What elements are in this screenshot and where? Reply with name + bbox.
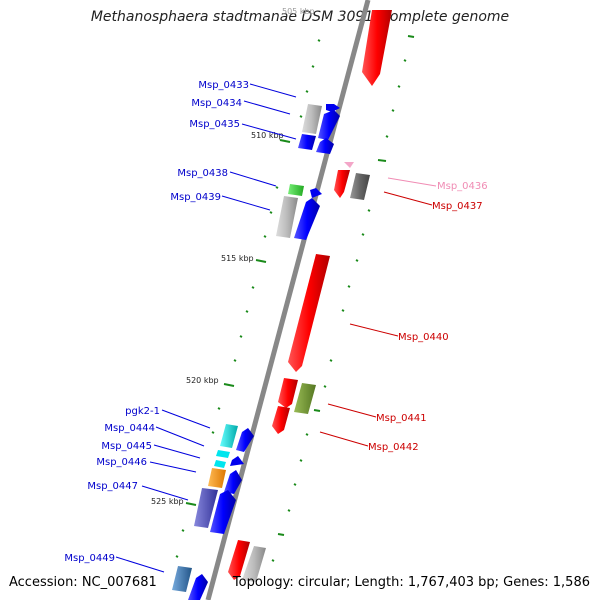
gene-label-msp0434[interactable]: Msp_0434	[191, 98, 242, 109]
topology-info: Topology: circular; Length: 1,767,403 bp…	[232, 575, 590, 590]
gene-msp0439[interactable]	[276, 196, 320, 240]
page-title: Methanosphaera stadtmanae DSM 3091, comp…	[90, 9, 510, 25]
ruler-tick	[185, 502, 197, 506]
gene-label-msp0447[interactable]: Msp_0447	[87, 481, 138, 492]
leader-lines-left	[115, 83, 297, 573]
ruler-tick	[223, 383, 235, 387]
gene-msp0434[interactable]	[302, 104, 340, 140]
gene-bottom-reverse[interactable]	[228, 540, 266, 582]
ruler-label: 505 kbp	[282, 7, 315, 16]
gene-label-msp0449[interactable]: Msp_0449	[64, 553, 115, 564]
minor-ticks-left	[175, 39, 321, 558]
gene-msp0446[interactable]	[208, 468, 242, 494]
gene-msp0433[interactable]	[326, 104, 340, 112]
gene-label-msp0436[interactable]: Msp_0436	[437, 181, 488, 192]
gene-msp0438[interactable]	[288, 184, 322, 198]
gene-msp0449[interactable]	[172, 566, 208, 600]
ruler-label: 515 kbp	[221, 254, 254, 263]
accession-label: Accession: NC_007681	[9, 575, 157, 590]
gene-label-msp0437[interactable]: Msp_0437	[432, 201, 483, 212]
ruler-tick	[255, 259, 267, 263]
gene-msp0445[interactable]	[214, 456, 244, 468]
gene-msp0436[interactable]	[344, 162, 354, 168]
gene-label-msp0441[interactable]: Msp_0441	[376, 413, 427, 424]
gene-label-msp0435[interactable]: Msp_0435	[189, 119, 240, 130]
gene-msp0447[interactable]	[194, 488, 236, 534]
gene-label-msp0439[interactable]: Msp_0439	[170, 192, 221, 203]
minor-ticks-right	[271, 35, 415, 562]
gene-msp0441[interactable]	[278, 378, 316, 414]
ruler-tick	[279, 139, 291, 143]
gene-top-reverse[interactable]	[362, 10, 392, 86]
gene-label-msp0445[interactable]: Msp_0445	[101, 441, 152, 452]
gene-pgk2-1[interactable]	[220, 424, 254, 452]
ruler-label: 510 kbp	[251, 131, 284, 140]
gene-label-msp0438[interactable]: Msp_0438	[177, 168, 228, 179]
gene-label-msp0444[interactable]: Msp_0444	[104, 423, 155, 434]
ruler-label: 525 kbp	[151, 497, 184, 506]
leader-lines-right	[319, 177, 437, 447]
gene-msp0442[interactable]	[272, 406, 290, 434]
gene-label-msp0442[interactable]: Msp_0442	[368, 442, 419, 453]
gene-label-msp0433[interactable]: Msp_0433	[198, 80, 249, 91]
gene-msp0437[interactable]	[334, 170, 370, 200]
gene-label-pgk2-1[interactable]: pgk2-1	[125, 406, 160, 417]
ruler-label: 520 kbp	[186, 376, 219, 385]
gene-msp0444[interactable]	[216, 450, 230, 458]
gene-label-msp0440[interactable]: Msp_0440	[398, 332, 449, 343]
gene-msp0435[interactable]	[298, 134, 334, 154]
gene-msp0440[interactable]	[288, 254, 330, 372]
gene-label-msp0446[interactable]: Msp_0446	[96, 457, 147, 468]
